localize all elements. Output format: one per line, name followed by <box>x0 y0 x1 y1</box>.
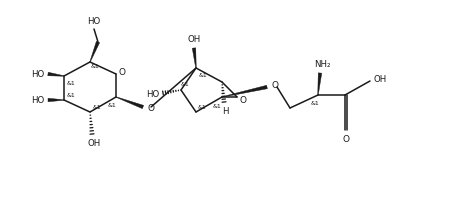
Text: HO: HO <box>146 89 159 98</box>
Text: &1: &1 <box>66 93 75 98</box>
Text: &1: &1 <box>197 104 206 110</box>
Text: NH₂: NH₂ <box>313 59 330 69</box>
Polygon shape <box>90 41 99 62</box>
Text: O: O <box>272 81 278 89</box>
Text: &1: &1 <box>66 81 75 85</box>
Text: OH: OH <box>87 138 101 148</box>
Polygon shape <box>48 98 64 102</box>
Text: O: O <box>342 136 349 145</box>
Text: HO: HO <box>31 70 45 78</box>
Text: &1: &1 <box>212 103 221 109</box>
Text: &1: &1 <box>90 64 99 70</box>
Text: O: O <box>147 103 155 112</box>
Text: &1: &1 <box>107 102 116 108</box>
Polygon shape <box>317 73 321 95</box>
Polygon shape <box>48 72 64 76</box>
Polygon shape <box>115 97 143 109</box>
Text: OH: OH <box>373 74 386 84</box>
Text: &1: &1 <box>310 100 319 106</box>
Text: O: O <box>239 96 246 104</box>
Text: &1: &1 <box>180 82 189 86</box>
Polygon shape <box>192 48 196 68</box>
Text: HO: HO <box>31 96 45 104</box>
Polygon shape <box>221 85 267 97</box>
Text: O: O <box>118 68 125 76</box>
Text: HO: HO <box>87 17 101 25</box>
Text: OH: OH <box>187 34 200 44</box>
Text: &1: &1 <box>92 104 101 110</box>
Text: H: H <box>221 107 228 115</box>
Text: &1: &1 <box>198 72 207 77</box>
